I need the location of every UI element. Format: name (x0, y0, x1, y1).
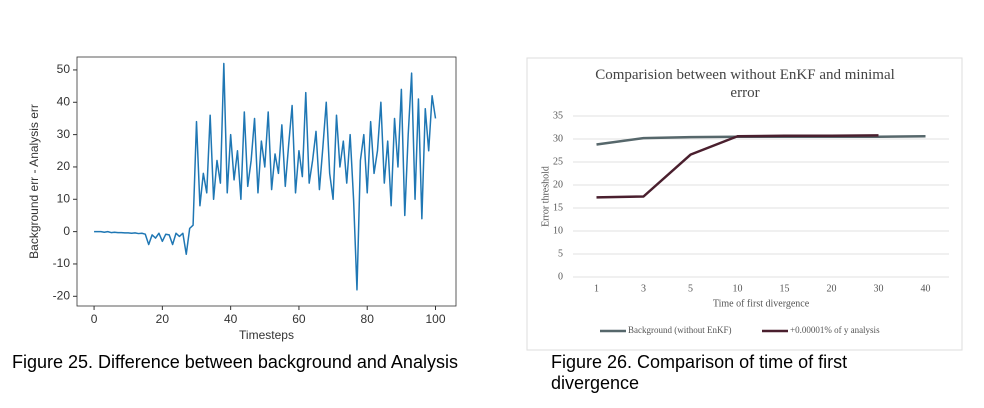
y-tick-label: 0 (63, 224, 70, 238)
y-axis-label: Background err - Analysis err (27, 104, 41, 259)
y-tick-label: 0 (558, 271, 563, 282)
legend-label: +0.00001% of y analysis (790, 325, 880, 335)
caption: Figure 25. Difference between background… (12, 352, 458, 372)
x-tick-label: 1 (594, 283, 599, 294)
x-tick-label: 3 (641, 283, 646, 294)
y-tick-label: 10 (57, 191, 71, 205)
x-tick-label: 0 (91, 312, 98, 326)
series-line (596, 134, 879, 199)
y-tick-label: 20 (57, 159, 71, 173)
x-tick-label: 40 (224, 312, 238, 326)
y-tick-label: 25 (553, 156, 563, 167)
x-tick-label: 20 (156, 312, 170, 326)
caption: Figure 26. Comparison of time of first d… (551, 352, 848, 393)
x-axis-label: Time of first divergence (713, 298, 810, 309)
y-tick-label: -20 (53, 288, 71, 302)
x-tick-label: 80 (361, 312, 375, 326)
chart-title: Comparision between without EnKF and min… (595, 67, 895, 101)
legend-label: Background (without EnKF) (628, 325, 732, 335)
x-tick-label: 40 (921, 283, 931, 294)
y-tick-label: 5 (558, 248, 563, 259)
y-tick-label: 30 (57, 127, 71, 141)
x-tick-label: 100 (425, 312, 445, 326)
x-tick-label: 30 (874, 283, 884, 294)
x-tick-label: 20 (827, 283, 837, 294)
y-tick-label: 50 (57, 62, 71, 76)
y-tick-label: 35 (553, 110, 563, 121)
y-tick-label: 15 (553, 202, 563, 213)
y-tick-label: 20 (553, 179, 563, 190)
y-axis-label: Error threshold (540, 166, 551, 227)
x-axis-label: Timesteps (239, 328, 294, 342)
y-tick-label: 30 (553, 133, 563, 144)
x-tick-label: 10 (733, 283, 743, 294)
chart-frame (526, 57, 963, 351)
x-tick-label: 60 (292, 312, 306, 326)
x-tick-label: 15 (780, 283, 790, 294)
plot-frame (76, 56, 457, 307)
y-tick-label: 10 (553, 225, 563, 236)
y-tick-label: 40 (57, 94, 71, 108)
y-tick-label: -10 (53, 256, 71, 270)
x-tick-label: 5 (688, 283, 693, 294)
series-line (94, 62, 437, 291)
